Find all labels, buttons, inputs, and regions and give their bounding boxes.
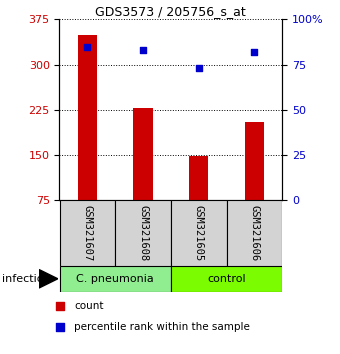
Bar: [244, 122, 264, 200]
Text: GSM321606: GSM321606: [249, 205, 259, 261]
Text: GSM321608: GSM321608: [138, 205, 148, 261]
Bar: [171, 200, 226, 266]
Bar: [59, 200, 115, 266]
Text: GSM321605: GSM321605: [194, 205, 204, 261]
Bar: [189, 156, 208, 200]
Point: [196, 65, 201, 71]
Text: C. pneumonia: C. pneumonia: [76, 274, 154, 284]
Text: count: count: [74, 301, 104, 311]
Bar: [115, 200, 171, 266]
Bar: [78, 34, 97, 200]
Point: [57, 325, 63, 330]
Point: [85, 44, 90, 49]
Bar: [171, 266, 282, 292]
Bar: [133, 108, 153, 200]
Title: GDS3573 / 205756_s_at: GDS3573 / 205756_s_at: [96, 5, 246, 18]
Text: control: control: [207, 274, 246, 284]
Point: [57, 303, 63, 309]
Text: GSM321607: GSM321607: [82, 205, 92, 261]
Text: percentile rank within the sample: percentile rank within the sample: [74, 322, 250, 332]
Polygon shape: [39, 270, 58, 288]
Point: [140, 47, 146, 53]
Text: infection: infection: [2, 274, 50, 284]
Bar: [226, 200, 282, 266]
Bar: [59, 266, 171, 292]
Point: [252, 49, 257, 55]
